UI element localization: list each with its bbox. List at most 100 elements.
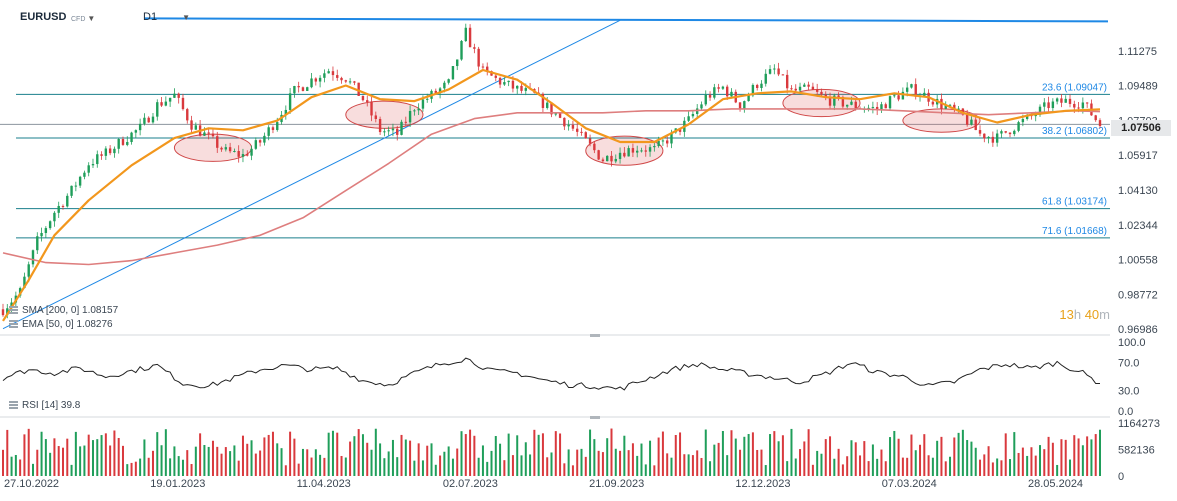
candle-body <box>965 114 969 125</box>
volume-bar <box>289 431 292 476</box>
volume-bar <box>121 445 124 476</box>
volume-bar <box>181 459 184 476</box>
candle-body <box>460 41 463 60</box>
volume-bar <box>276 443 279 476</box>
candle-body <box>978 130 982 134</box>
candle-body <box>323 73 326 78</box>
volume-bar <box>927 455 930 476</box>
candle-body <box>764 73 767 84</box>
indicator-settings-icon[interactable] <box>9 306 18 314</box>
volume-bar <box>349 441 352 476</box>
candle-body <box>507 80 510 83</box>
candle-body <box>306 87 309 91</box>
candle-body <box>207 132 210 134</box>
volume-bar <box>387 451 390 476</box>
volume-bar <box>113 430 116 476</box>
indicator-settings-icon[interactable] <box>9 401 18 409</box>
volume-bar <box>970 441 973 476</box>
candle-body <box>237 150 240 157</box>
volume-bar <box>229 451 232 476</box>
volume-bar <box>931 457 934 476</box>
volume-bar <box>919 444 922 476</box>
volume-bar <box>1064 439 1067 476</box>
rsi-legend[interactable]: RSI [14] 39.8 <box>9 400 80 411</box>
fibonacci-level-label: 23.6 (1.09047) <box>1042 82 1107 93</box>
volume-bar <box>1000 460 1003 476</box>
volume-bar <box>1086 436 1089 476</box>
candle-body <box>700 104 703 109</box>
volume-bar <box>936 440 939 476</box>
ema-legend[interactable]: EMA [50, 0] 1.08276 <box>9 319 113 330</box>
candle-body <box>113 148 116 154</box>
candle-body <box>477 48 480 67</box>
volume-bar <box>216 446 219 476</box>
candle-body <box>1 309 5 316</box>
candle-body <box>691 113 695 117</box>
timeframe-label: D1 <box>143 11 158 23</box>
candle-body <box>747 95 750 102</box>
volume-bar <box>409 440 412 476</box>
volume-bar <box>271 431 274 476</box>
candle-body <box>1047 102 1050 109</box>
volume-bar <box>734 438 737 476</box>
sma-legend[interactable]: SMA [200, 0] 1.08157 <box>9 305 118 316</box>
volume-bar <box>353 436 356 476</box>
panel-resize-handle <box>590 334 600 337</box>
volume-bar <box>781 435 784 476</box>
candle-body <box>143 117 146 124</box>
candle-body <box>203 132 206 136</box>
volume-bar <box>623 435 626 476</box>
volume-bar <box>743 436 746 476</box>
candle-body <box>100 154 103 156</box>
volume-bar <box>396 457 399 476</box>
volume-bar <box>177 456 180 476</box>
symbol-chevron-down-icon[interactable]: ▼ <box>87 14 96 23</box>
rsi-axis-tick-label: 30.0 <box>1118 385 1139 397</box>
volume-bar <box>914 450 917 476</box>
volume-bar <box>14 454 17 476</box>
candle-body <box>434 90 438 94</box>
volume-bar <box>661 431 664 476</box>
candle-body <box>1060 98 1063 103</box>
volume-bar <box>717 442 720 476</box>
volume-bar <box>164 429 167 476</box>
volume-bar <box>649 440 652 476</box>
candle-body <box>147 117 150 123</box>
volume-bar <box>863 441 866 476</box>
volume-bar <box>520 455 523 476</box>
candle-body <box>344 80 348 82</box>
volume-bar <box>704 429 707 476</box>
candle-body <box>1000 131 1003 134</box>
candle-body <box>310 78 313 88</box>
timeframe-chevron-down-icon[interactable]: ▼ <box>182 13 191 22</box>
volume-bar <box>709 461 712 476</box>
candle-body <box>156 102 159 117</box>
volume-bar <box>657 437 660 476</box>
volume-bar <box>477 457 480 476</box>
date-axis-label: 11.04.2023 <box>297 478 351 490</box>
volume-bar <box>430 443 433 476</box>
volume-bar <box>897 438 900 476</box>
candle-body <box>31 250 35 265</box>
volume-bar <box>940 436 943 476</box>
volume-bar <box>36 449 39 476</box>
volume-bar <box>160 445 163 476</box>
candle-body <box>811 86 815 90</box>
timeframe-selector[interactable]: D1 ▼ <box>143 11 190 23</box>
candle-body <box>194 125 198 130</box>
candle-body <box>456 59 459 67</box>
candle-body <box>447 79 450 83</box>
volume-axis-tick-label: 0 <box>1118 471 1124 483</box>
candle-body <box>567 124 570 127</box>
volume-bar <box>404 439 407 476</box>
volume-bar <box>83 445 86 476</box>
volume-bar <box>259 450 262 476</box>
volume-bar <box>169 458 172 476</box>
symbol-label[interactable]: EURUSD <box>20 11 66 23</box>
volume-bar <box>726 455 729 476</box>
candle-body <box>473 47 476 49</box>
indicator-settings-icon[interactable] <box>9 320 18 328</box>
candle-body <box>134 130 138 133</box>
